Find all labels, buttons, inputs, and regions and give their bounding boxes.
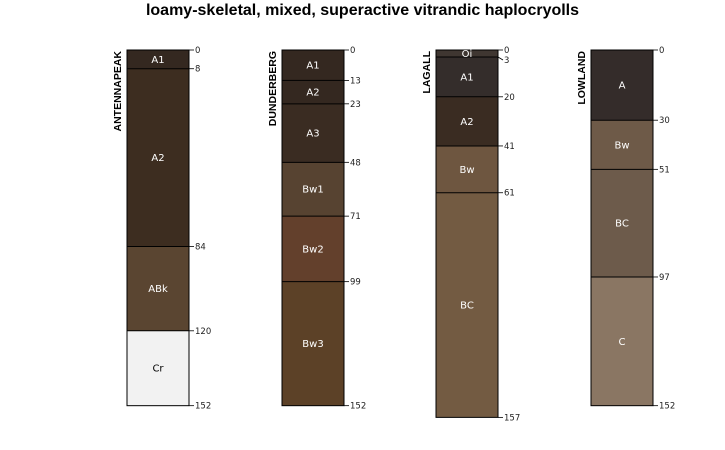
horizon-label-lagall-1: A1 <box>460 72 473 83</box>
horizon-lagall-0 <box>436 50 498 58</box>
horizon-dunderberg-4 <box>282 216 344 282</box>
profile-outline-lagall <box>435 49 499 418</box>
horizon-label-lowland-1: Bw <box>614 140 629 151</box>
horizon-dunderberg-0 <box>282 50 344 81</box>
depth-label-dunderberg-1: 13 <box>350 76 361 86</box>
horizon-label-lowland-0: A <box>619 81 626 92</box>
depth-label-antennapeak-3: 120 <box>195 327 211 337</box>
horizon-label-antennapeak-0: A1 <box>151 55 164 66</box>
horizon-antennapeak-3 <box>127 330 189 406</box>
depth-label-lagall-3: 41 <box>504 142 515 152</box>
depth-label-dunderberg-5: 99 <box>350 278 361 288</box>
horizon-lowland-2 <box>591 169 653 277</box>
horizon-lowland-0 <box>591 50 653 121</box>
profile-outline-dunderberg <box>281 49 345 407</box>
horizon-label-dunderberg-0: A1 <box>306 61 319 72</box>
horizon-label-dunderberg-4: Bw2 <box>302 244 323 255</box>
depth-label-lagall-5: 157 <box>504 413 520 423</box>
depth-label-antennapeak-2: 84 <box>195 243 206 253</box>
depth-label-lagall-4: 61 <box>504 189 515 199</box>
horizon-label-dunderberg-3: Bw1 <box>302 185 323 196</box>
horizon-label-dunderberg-2: A3 <box>306 129 319 140</box>
horizon-dunderberg-3 <box>282 162 344 217</box>
depth-label-lagall-0: 0 <box>504 46 509 56</box>
profile-name-lowland: LOWLAND <box>576 51 588 105</box>
horizon-label-antennapeak-3: Cr <box>152 364 164 375</box>
chart-title: loamy-skeletal, mixed, superactive vitra… <box>145 2 580 19</box>
depth-label-dunderberg-0: 0 <box>350 46 355 56</box>
depth-label-lagall-2: 20 <box>504 93 515 103</box>
depth-label-lowland-4: 152 <box>659 402 675 412</box>
horizon-label-dunderberg-5: Bw3 <box>302 339 323 350</box>
horizon-antennapeak-1 <box>127 68 189 247</box>
profile-outline-antennapeak <box>126 49 190 407</box>
depth-label-lowland-1: 30 <box>659 116 670 126</box>
horizon-lowland-1 <box>591 120 653 170</box>
horizon-label-lagall-2: A2 <box>460 117 473 128</box>
horizon-lagall-1 <box>436 57 498 97</box>
depth-label-antennapeak-0: 0 <box>195 46 200 56</box>
depth-label-lowland-0: 0 <box>659 46 664 56</box>
profile-outline-lowland <box>590 49 654 407</box>
horizon-label-antennapeak-2: ABk <box>148 284 168 295</box>
horizon-label-lowland-3: C <box>619 337 626 348</box>
depth-label-lowland-2: 51 <box>659 165 670 175</box>
horizon-antennapeak-2 <box>127 246 189 331</box>
depth-label-dunderberg-4: 71 <box>350 212 361 222</box>
depth-label-dunderberg-3: 48 <box>350 158 361 168</box>
horizon-lowland-3 <box>591 276 653 406</box>
depth-label-lowland-3: 97 <box>659 273 670 283</box>
horizon-label-dunderberg-1: A2 <box>306 88 319 99</box>
horizon-lagall-3 <box>436 145 498 193</box>
horizon-antennapeak-0 <box>127 50 189 69</box>
depth-label-dunderberg-2: 23 <box>350 100 361 110</box>
horizon-dunderberg-5 <box>282 281 344 406</box>
horizon-dunderberg-2 <box>282 103 344 163</box>
horizon-dunderberg-1 <box>282 80 344 104</box>
profile-name-antennapeak: ANTENNAPEAK <box>112 51 124 132</box>
profile-name-lagall: LAGALL <box>421 50 433 93</box>
horizon-label-lagall-4: BC <box>460 301 474 312</box>
horizon-lagall-2 <box>436 96 498 146</box>
horizon-lagall-4 <box>436 192 498 418</box>
horizon-label-lowland-2: BC <box>615 219 629 230</box>
depth-tick-lagall-1 <box>497 56 504 61</box>
depth-label-antennapeak-4: 152 <box>195 402 211 412</box>
profile-name-dunderberg: DUNDERBERG <box>267 51 279 126</box>
depth-label-dunderberg-6: 152 <box>350 402 366 412</box>
horizon-label-antennapeak-1: A2 <box>151 153 164 164</box>
depth-label-lagall-1: 3 <box>504 56 509 66</box>
depth-label-antennapeak-1: 8 <box>195 65 200 75</box>
horizon-label-lagall-0: Oi <box>462 49 473 60</box>
horizon-label-lagall-3: Bw <box>459 165 474 176</box>
